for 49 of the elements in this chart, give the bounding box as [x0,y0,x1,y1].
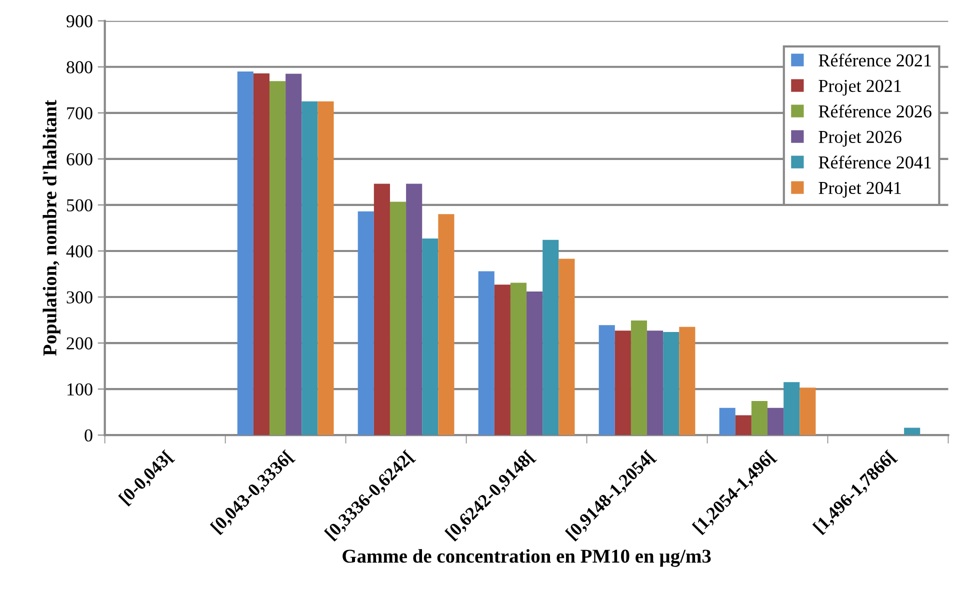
bar [526,291,543,436]
bar [735,415,752,436]
legend-label: Projet 2026 [818,130,902,147]
y-tick-label: 200 [66,337,92,350]
bar [438,214,454,436]
bar [768,408,784,436]
y-tick-label: 0 [84,429,92,442]
bar [679,326,696,436]
bar [647,330,664,436]
bar [237,71,254,436]
legend-label: Projet 2041 [818,182,901,198]
y-tick-label: 700 [67,107,92,120]
bar [630,320,648,436]
bar [406,184,422,436]
legend-label: Projet 2021 [818,80,901,96]
bar [422,238,438,436]
bar [374,184,390,436]
bar [751,401,768,436]
y-tick-label: 900 [66,15,92,28]
bar [286,74,302,436]
x-axis-title: Gamme de concentration en PM10 en µg/m3 [342,549,711,567]
y-tick-label: 800 [66,61,92,74]
y-tick-label: 100 [68,383,92,396]
bar [510,282,527,436]
bar [784,382,800,436]
bar [358,211,374,436]
bar [269,81,286,436]
bar [719,408,736,436]
y-tick-label: 500 [66,199,92,212]
bar [800,388,816,436]
bar [494,284,510,436]
y-tick-label: 300 [66,291,92,304]
bar [302,101,318,436]
bar [390,202,406,436]
bar [904,428,920,436]
bar [598,325,615,436]
bar [253,73,270,436]
bar [614,330,631,436]
bar [318,101,334,436]
bar [478,271,494,436]
legend-label: Référence 2026 [818,104,932,118]
legend-label: Référence 2021 [818,54,931,66]
bar [558,258,575,436]
y-tick-label: 400 [66,245,92,258]
legend-label: Référence 2041 [818,156,931,169]
bar [663,332,680,436]
y-tick-label: 600 [66,153,92,166]
y-axis-title: Population, nombre d'habitant [42,100,60,356]
bar [542,240,559,436]
